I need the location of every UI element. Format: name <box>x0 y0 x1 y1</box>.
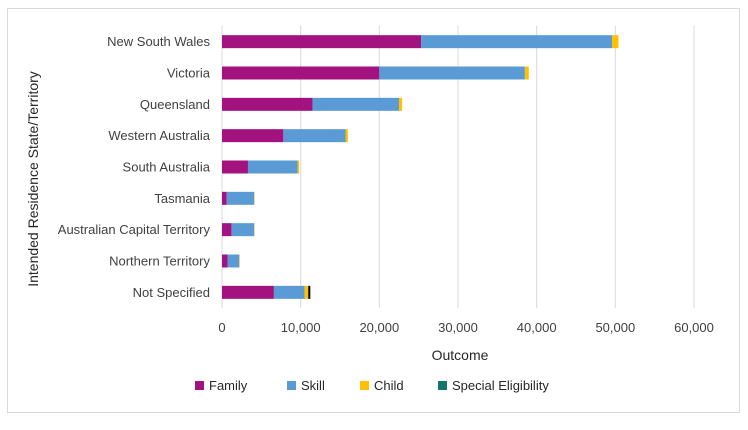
legend-swatch-child <box>360 381 369 390</box>
category-label-tasmania: Tasmania <box>154 191 210 206</box>
x-tick-label-5: 50,000 <box>595 320 635 335</box>
bar-marker-not-specified <box>308 285 311 299</box>
bar-not-specified-child <box>304 285 310 299</box>
bar-south-australia-child <box>297 160 300 174</box>
legend-swatch-skill <box>287 381 296 390</box>
bar-new-south-wales-skill <box>421 35 613 49</box>
bars <box>222 35 619 299</box>
x-tick-label-0: 0 <box>218 320 225 335</box>
bar-new-south-wales-child <box>612 35 619 49</box>
x-tick-label-6: 60,000 <box>674 320 714 335</box>
bar-new-south-wales-family <box>222 35 422 49</box>
bar-victoria-family <box>222 66 380 80</box>
bar-queensland-family <box>222 97 313 111</box>
legend-label-child: Child <box>374 378 404 393</box>
legend: Family Skill Child Special Eligibility <box>195 378 549 393</box>
category-labels: New South Wales Victoria Queensland Western… <box>58 34 211 300</box>
legend-label-family: Family <box>209 378 248 393</box>
bar-northern-territory-family <box>222 254 228 268</box>
bar-south-australia-family <box>222 160 248 174</box>
bar-northern-territory-skill <box>227 254 240 268</box>
bar-victoria-child <box>524 66 529 80</box>
x-tick-label-1: 10,000 <box>281 320 321 335</box>
category-label-new-south-wales: New South Wales <box>107 34 210 49</box>
legend-swatch-special-eligibility <box>438 381 447 390</box>
x-tick-label-2: 20,000 <box>359 320 399 335</box>
category-label-northern-territory: Northern Territory <box>109 254 210 269</box>
category-label-western-australia: Western Australia <box>108 128 210 143</box>
x-tick-label-3: 30,000 <box>438 320 478 335</box>
bar-tasmania-family <box>222 191 227 205</box>
bar-queensland-child <box>399 97 403 111</box>
category-label-not-specified: Not Specified <box>133 285 210 300</box>
category-label-australian-capital-territory: Australian Capital Territory <box>58 222 211 237</box>
bar-not-specified-family <box>222 285 274 299</box>
bar-south-australia-skill <box>247 160 298 174</box>
bar-western-australia-child <box>345 129 348 143</box>
bar-australian-capital-territory-family <box>222 223 232 237</box>
category-label-south-australia: South Australia <box>123 160 211 175</box>
legend-label-special-eligibility: Special Eligibility <box>452 378 549 393</box>
x-tick-labels: 0 10,000 20,000 30,000 40,000 50,000 60,000 <box>218 320 714 335</box>
category-label-victoria: Victoria <box>167 66 211 81</box>
x-axis-title: Outcome <box>432 347 489 363</box>
x-tick-label-4: 40,000 <box>517 320 557 335</box>
bar-western-australia-family <box>222 129 284 143</box>
bar-australian-capital-territory-skill <box>231 223 255 237</box>
legend-label-skill: Skill <box>301 378 325 393</box>
bar-tasmania-skill <box>226 191 255 205</box>
bar-western-australia-skill <box>283 129 346 143</box>
bar-victoria-skill <box>379 66 525 80</box>
category-label-queensland: Queensland <box>140 97 210 112</box>
bar-queensland-skill <box>312 97 399 111</box>
bar-not-specified-skill <box>273 285 305 299</box>
y-axis-title: Intended Residence State/Territory <box>25 71 41 287</box>
legend-swatch-family <box>195 381 204 390</box>
